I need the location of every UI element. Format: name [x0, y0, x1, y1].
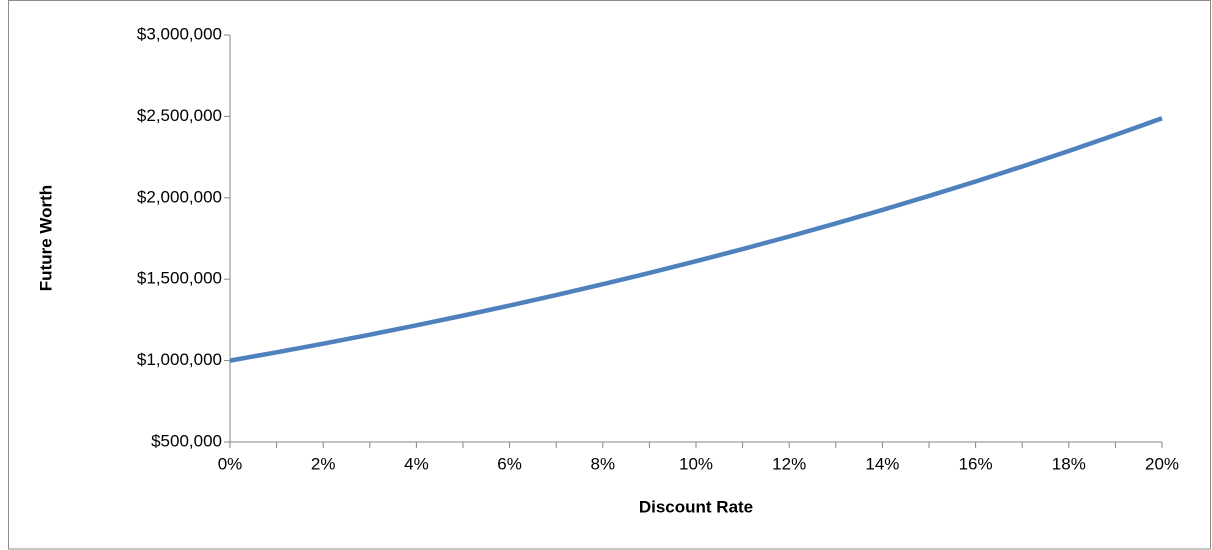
x-tick-label: 12%	[772, 454, 806, 473]
y-tick-label: $1,500,000	[137, 269, 222, 288]
y-axis-title: Future Worth	[36, 185, 55, 291]
y-tick-label: $1,000,000	[137, 350, 222, 369]
x-tick-label: 2%	[311, 454, 336, 473]
y-tick-label: $500,000	[151, 431, 222, 450]
x-tick-label: 0%	[218, 454, 243, 473]
x-tick-label: 16%	[959, 454, 993, 473]
x-tick-label: 14%	[865, 454, 899, 473]
x-tick-label: 20%	[1145, 454, 1179, 473]
y-tick-label: $2,000,000	[137, 187, 222, 206]
data-line	[229, 116, 1163, 363]
x-tick-label: 6%	[497, 454, 522, 473]
x-axis-title: Discount Rate	[639, 497, 753, 516]
x-tick-label: 18%	[1052, 454, 1086, 473]
y-tick-label: $2,500,000	[137, 106, 222, 125]
x-tick-label: 10%	[679, 454, 713, 473]
chart-border	[8, 0, 1211, 550]
x-tick-label: 4%	[404, 454, 429, 473]
y-tick-label: $3,000,000	[137, 24, 222, 43]
x-tick-label: 8%	[591, 454, 616, 473]
